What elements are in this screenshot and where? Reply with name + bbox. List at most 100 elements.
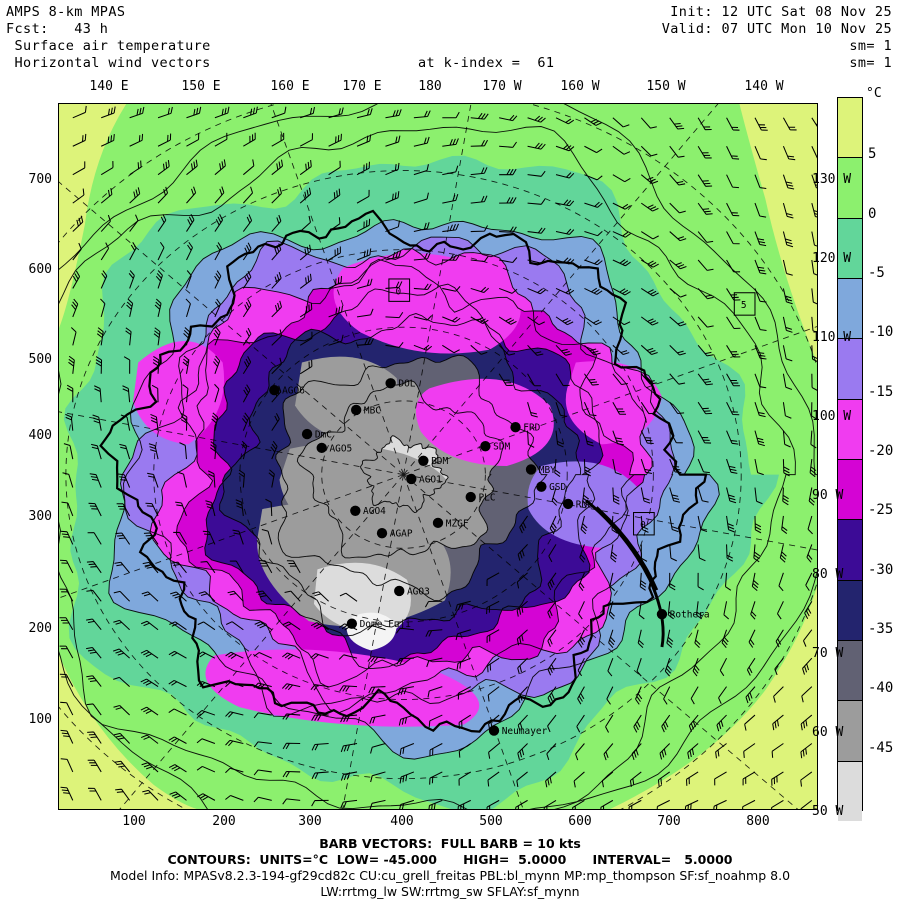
station-label: AGO4 — [363, 506, 386, 517]
wind-barb — [487, 657, 500, 673]
station-marker[interactable]: DmC — [301, 428, 332, 441]
station-marker[interactable]: DOL — [385, 378, 416, 390]
wind-barb — [271, 159, 284, 176]
wind-barb — [385, 135, 401, 147]
wind-barb — [367, 625, 386, 631]
wind-barb — [442, 165, 459, 176]
wind-barb — [385, 191, 400, 204]
station-marker[interactable]: BDM — [418, 455, 449, 468]
wind-barb — [656, 799, 670, 809]
wind-barb — [688, 714, 699, 732]
colorbar-segment — [838, 640, 862, 702]
wind-barb — [328, 305, 344, 318]
station-dot — [510, 422, 521, 433]
wind-barb — [72, 133, 87, 147]
station-marker[interactable]: AGO5 — [316, 442, 353, 455]
wind-barb — [328, 160, 341, 176]
station-label: AGAP — [390, 529, 413, 540]
wind-barb — [551, 487, 558, 506]
wind-barb — [669, 515, 679, 533]
wind-barb — [186, 213, 195, 232]
wind-barb — [800, 799, 813, 809]
station-marker[interactable]: AGO3 — [394, 585, 430, 598]
wind-barb — [225, 681, 244, 688]
wind-barb — [486, 629, 500, 643]
wind-barb — [399, 743, 415, 756]
wind-barb — [612, 174, 631, 183]
colorbar-segment — [838, 158, 862, 219]
wind-barb — [584, 174, 603, 181]
wind-barb — [470, 112, 489, 120]
wind-barb — [800, 771, 813, 787]
header-field-name: Surface air temperature — [6, 38, 211, 54]
footer-contours: CONTOURS: UNITS=°C LOW= -45.000 HIGH= 5.… — [167, 852, 733, 867]
wind-barb — [640, 145, 658, 157]
station-marker[interactable]: AGO1 — [406, 473, 442, 486]
wind-barb — [811, 202, 817, 218]
station-marker[interactable]: MZGF — [432, 517, 469, 530]
wind-barb — [457, 686, 471, 700]
station-marker[interactable]: MBC — [351, 404, 381, 417]
contour-value-label: 0 — [388, 278, 411, 302]
wind-barb — [782, 146, 796, 161]
station-marker[interactable]: RNE — [562, 498, 593, 511]
colorbar-segment — [838, 580, 862, 641]
wind-barb — [63, 443, 74, 460]
station-marker[interactable]: Rothera — [656, 609, 710, 621]
station-marker[interactable]: AGAP — [376, 528, 413, 540]
wind-barb — [744, 714, 756, 731]
wind-barb — [458, 714, 472, 729]
station-marker[interactable]: Neumayer — [488, 725, 548, 737]
wind-barb — [339, 592, 358, 602]
station-marker[interactable]: MBY — [525, 464, 556, 476]
wind-barb — [690, 686, 699, 705]
wind-barb — [782, 345, 793, 362]
wind-barb — [811, 146, 817, 159]
x-tick-600: 600 — [568, 814, 592, 829]
station-marker[interactable]: PLC — [465, 491, 496, 504]
station-marker[interactable]: AGO4 — [350, 505, 386, 518]
temperature-contour-line — [275, 354, 548, 602]
wind-barb — [185, 270, 192, 289]
station-label: MZGF — [446, 518, 469, 529]
wind-barb — [470, 316, 489, 325]
contour-label-box — [388, 278, 411, 302]
wind-barb — [583, 430, 594, 447]
station-marker[interactable]: GSD — [536, 481, 567, 493]
x-tick-500: 500 — [479, 814, 503, 829]
wind-barb — [242, 384, 251, 403]
station-dot — [488, 725, 500, 736]
temperature-map-plot[interactable]: AGO6 MBC DOL DmC AGO5 BDM AGO1 AGO4 MZGF AGAP PLC S… — [58, 103, 818, 810]
wind-barb — [413, 315, 433, 321]
wind-barb — [241, 412, 250, 431]
wind-barb — [129, 242, 137, 261]
footer-physics: LW:rrtmg_lw SW:rrtmg_sw SFLAY:sf_mynn — [320, 884, 580, 899]
wind-barb — [657, 771, 671, 787]
wind-barb — [271, 413, 280, 431]
wind-barb — [429, 743, 443, 757]
wind-barb — [802, 657, 813, 675]
wind-barb — [60, 758, 74, 773]
wind-barb — [197, 793, 216, 801]
wind-barb — [225, 739, 244, 747]
temperature-band — [415, 378, 554, 466]
temperature-colorbar[interactable] — [837, 97, 863, 821]
wind-barb — [779, 544, 787, 563]
wind-barb — [578, 572, 585, 592]
station-marker[interactable]: AGO6 — [269, 384, 305, 397]
station-marker[interactable]: Dome Fuji — [346, 618, 412, 631]
station-marker[interactable]: SDM — [480, 440, 511, 453]
wind-barb — [356, 108, 373, 119]
wind-barb — [782, 430, 791, 448]
wind-barb — [200, 561, 216, 574]
wind-barb — [640, 487, 651, 504]
temperature-contour-line — [219, 313, 582, 637]
wind-barb — [771, 743, 784, 758]
station-marker[interactable]: FRD — [510, 422, 541, 434]
station-label: RNE — [576, 499, 593, 510]
wind-barb — [754, 174, 767, 190]
wind-barb — [299, 160, 312, 176]
wind-barb — [486, 572, 500, 586]
wind-barb — [697, 458, 710, 474]
header-sm-2: sm= 1 — [849, 55, 892, 71]
